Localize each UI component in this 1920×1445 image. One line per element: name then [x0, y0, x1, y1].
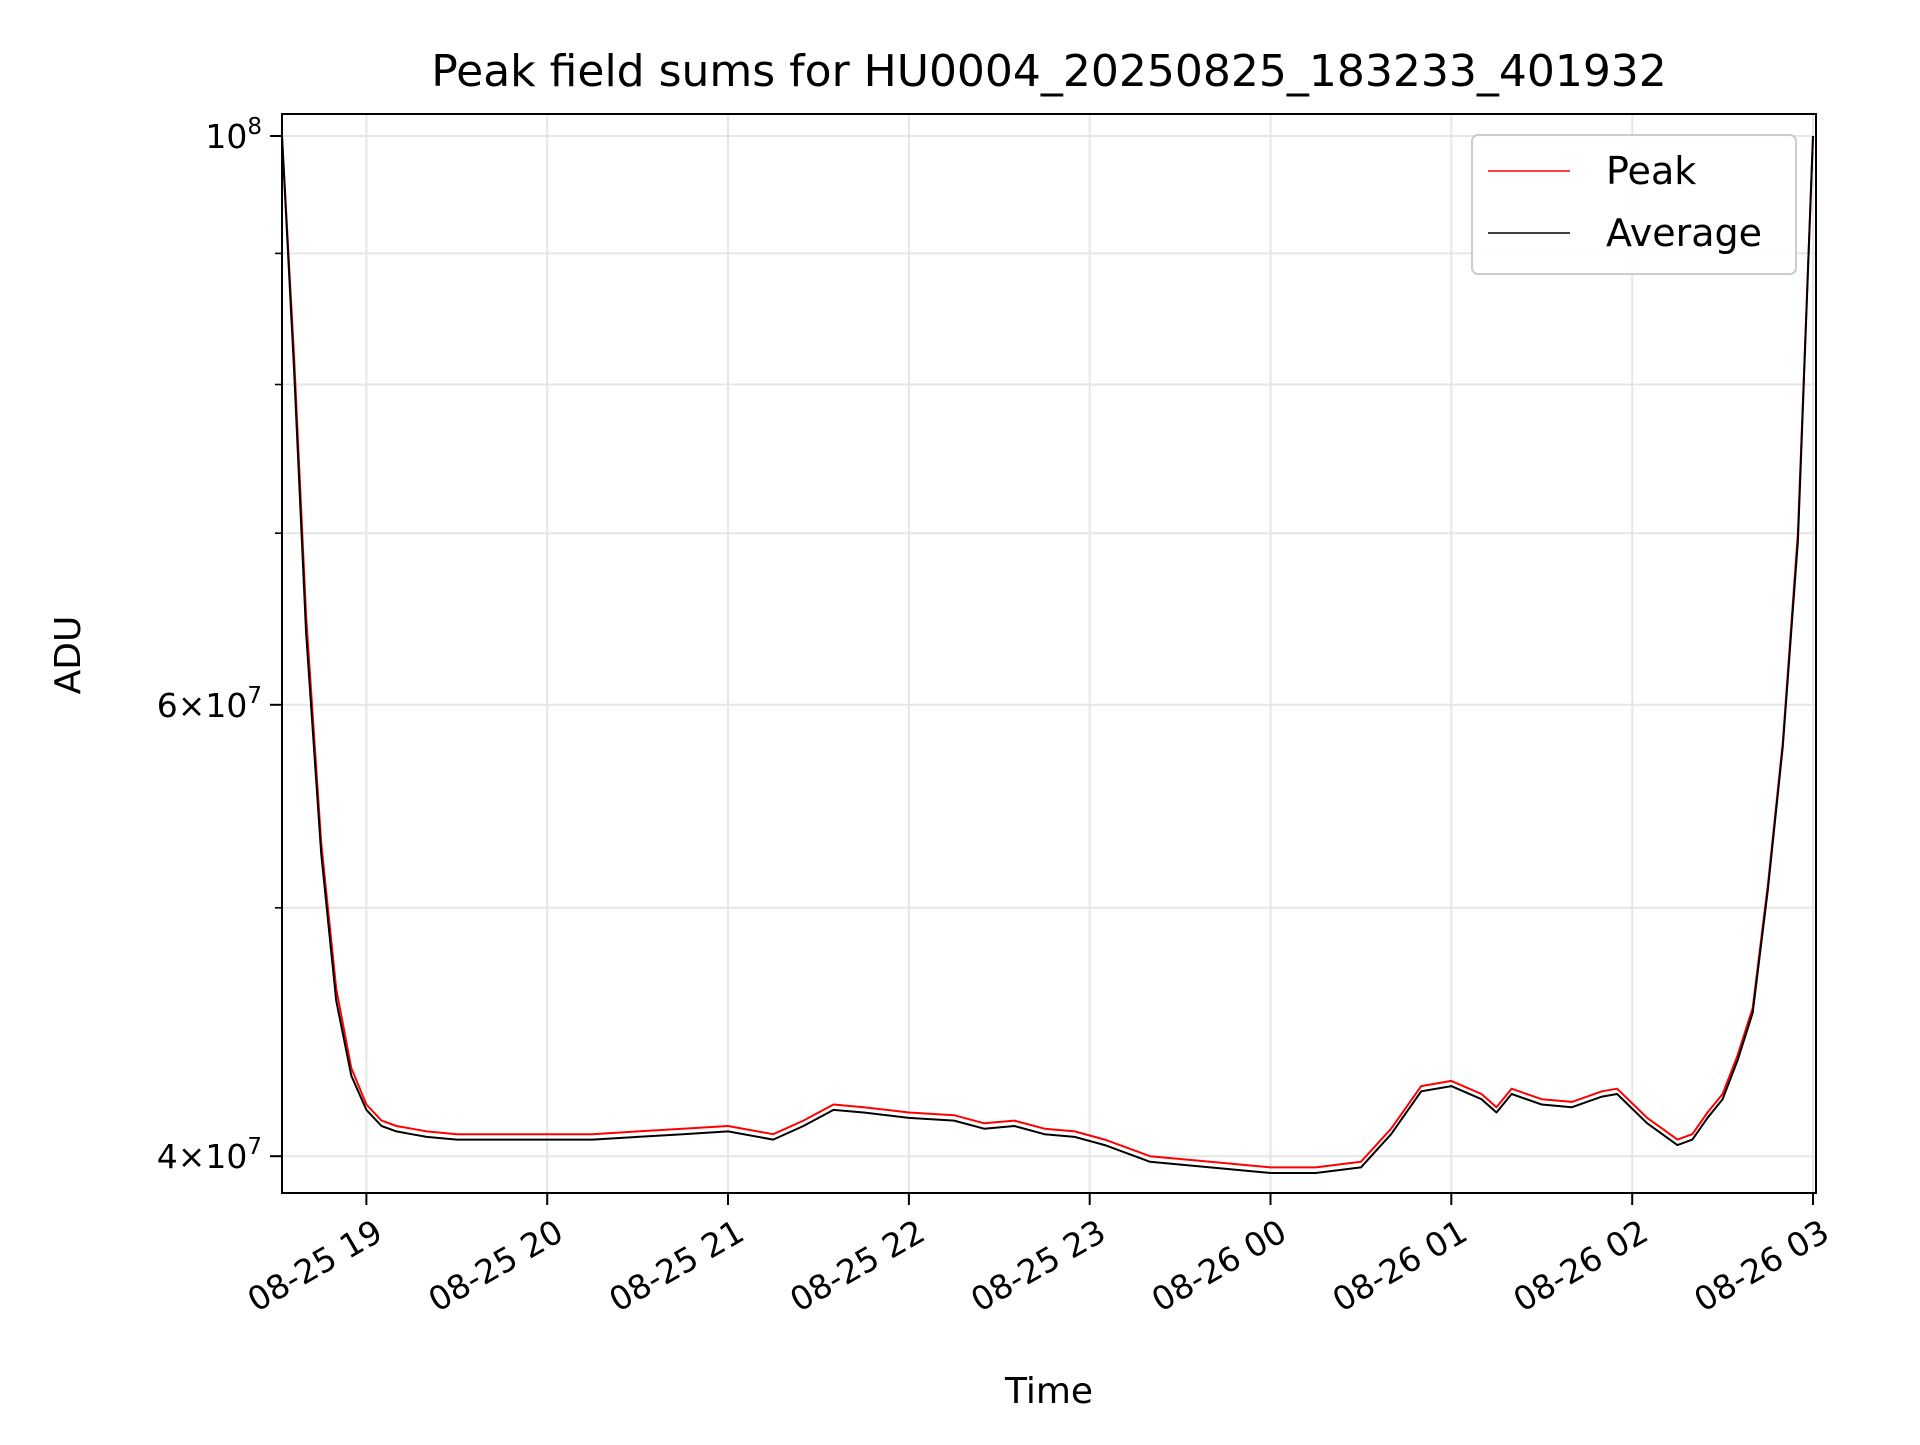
legend-box — [1471, 134, 1797, 275]
series-line-peak — [282, 135, 1814, 1169]
y-tick-label: 108 — [205, 114, 262, 156]
y-tick-label: 4×107 — [157, 1134, 262, 1176]
series-line-average — [282, 135, 1814, 1174]
series-layer — [282, 135, 1814, 1174]
legend-label-peak: Peak — [1606, 149, 1696, 193]
legend-label-average: Average — [1606, 211, 1762, 255]
y-axis-label: ADU — [48, 616, 89, 695]
plot-frame — [281, 113, 1817, 1194]
legend: Peak Average — [1471, 134, 1797, 275]
y-tick-label: 6×107 — [157, 683, 262, 725]
x-axis-label: Time — [1004, 1371, 1093, 1412]
grid-layer — [282, 114, 1816, 1193]
chart-title: Peak field sums for HU0004_20250825_1832… — [431, 46, 1667, 97]
